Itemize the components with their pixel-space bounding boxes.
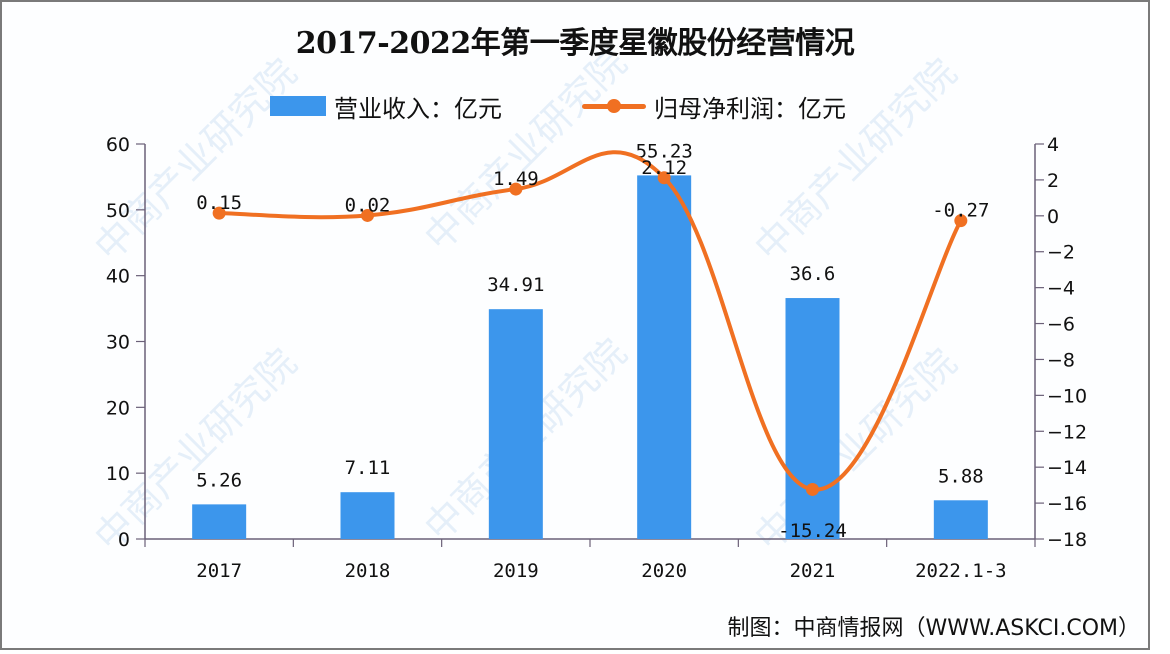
line-value-label: 1.49 bbox=[493, 168, 539, 190]
source-credit: 制图：中商情报网（WWW.ASKCI.COM） bbox=[727, 616, 1140, 641]
legend-line-swatch bbox=[582, 96, 646, 116]
net-profit-point bbox=[954, 214, 968, 228]
net-profit-point bbox=[212, 206, 226, 220]
net-profit-point bbox=[657, 171, 671, 185]
category-label: 2019 bbox=[493, 560, 539, 582]
bar-value-label: 5.88 bbox=[938, 465, 984, 487]
net-profit-point bbox=[806, 482, 819, 496]
right-tick-label: −12 bbox=[1047, 421, 1087, 443]
revenue-bar bbox=[933, 500, 988, 539]
right-tick-label: −16 bbox=[1047, 493, 1087, 515]
right-tick-label: 0 bbox=[1047, 206, 1059, 228]
revenue-bar bbox=[340, 492, 395, 539]
category-label: 2022.1-3 bbox=[915, 560, 1007, 582]
right-tick-label: −8 bbox=[1047, 349, 1075, 371]
legend-line-label: 归母净利润：亿元 bbox=[654, 94, 846, 123]
line-value-label: 2.12 bbox=[641, 157, 687, 179]
right-tick-label: −14 bbox=[1047, 457, 1087, 479]
left-tick-label: 0 bbox=[118, 529, 130, 551]
revenue-bar bbox=[488, 309, 543, 539]
bar-value-label: 5.26 bbox=[196, 469, 242, 491]
bar-value-label: 36.6 bbox=[790, 263, 836, 285]
net-profit-line bbox=[217, 150, 963, 492]
left-tick-label: 30 bbox=[106, 332, 130, 354]
left-tick-label: 50 bbox=[106, 200, 130, 222]
left-tick-label: 20 bbox=[106, 397, 130, 419]
right-tick-label: 2 bbox=[1047, 170, 1059, 192]
net-profit-point bbox=[361, 208, 374, 222]
left-tick-label: 10 bbox=[106, 463, 130, 485]
left-tick-label: 40 bbox=[106, 266, 130, 288]
legend: 营业收入：亿元 归母净利润：亿元 bbox=[270, 90, 846, 123]
bar-value-label: 7.11 bbox=[345, 457, 391, 479]
category-label: 2018 bbox=[345, 560, 391, 582]
legend-bar-label: 营业收入：亿元 bbox=[334, 94, 502, 123]
chart-title: 2017-2022年第一季度星徽股份经营情况 bbox=[295, 26, 855, 61]
bar-value-label: 34.91 bbox=[487, 274, 544, 296]
legend-bar-swatch bbox=[270, 96, 326, 116]
category-label: 2021 bbox=[790, 560, 836, 582]
right-tick-label: −18 bbox=[1047, 529, 1087, 551]
right-tick-label: −2 bbox=[1047, 242, 1075, 264]
right-tick-label: −6 bbox=[1047, 314, 1075, 336]
revenue-bar bbox=[785, 298, 840, 539]
left-tick-label: 60 bbox=[106, 134, 130, 156]
chart-frame bbox=[0, 0, 1150, 650]
revenue-bar bbox=[637, 175, 692, 539]
category-label: 2020 bbox=[641, 560, 687, 582]
revenue-bar bbox=[192, 504, 247, 539]
net-profit-point bbox=[509, 182, 523, 196]
line-value-label: -15.24 bbox=[778, 520, 847, 542]
right-tick-label: −10 bbox=[1047, 385, 1087, 407]
category-label: 2017 bbox=[196, 560, 242, 582]
bar-value-label: 55.23 bbox=[636, 140, 693, 162]
right-tick-label: −4 bbox=[1047, 278, 1075, 300]
line-value-label: 0.15 bbox=[196, 192, 242, 214]
right-tick-label: 4 bbox=[1047, 134, 1059, 156]
line-value-label: -0.27 bbox=[932, 200, 989, 222]
line-value-label: 0.02 bbox=[345, 194, 391, 216]
